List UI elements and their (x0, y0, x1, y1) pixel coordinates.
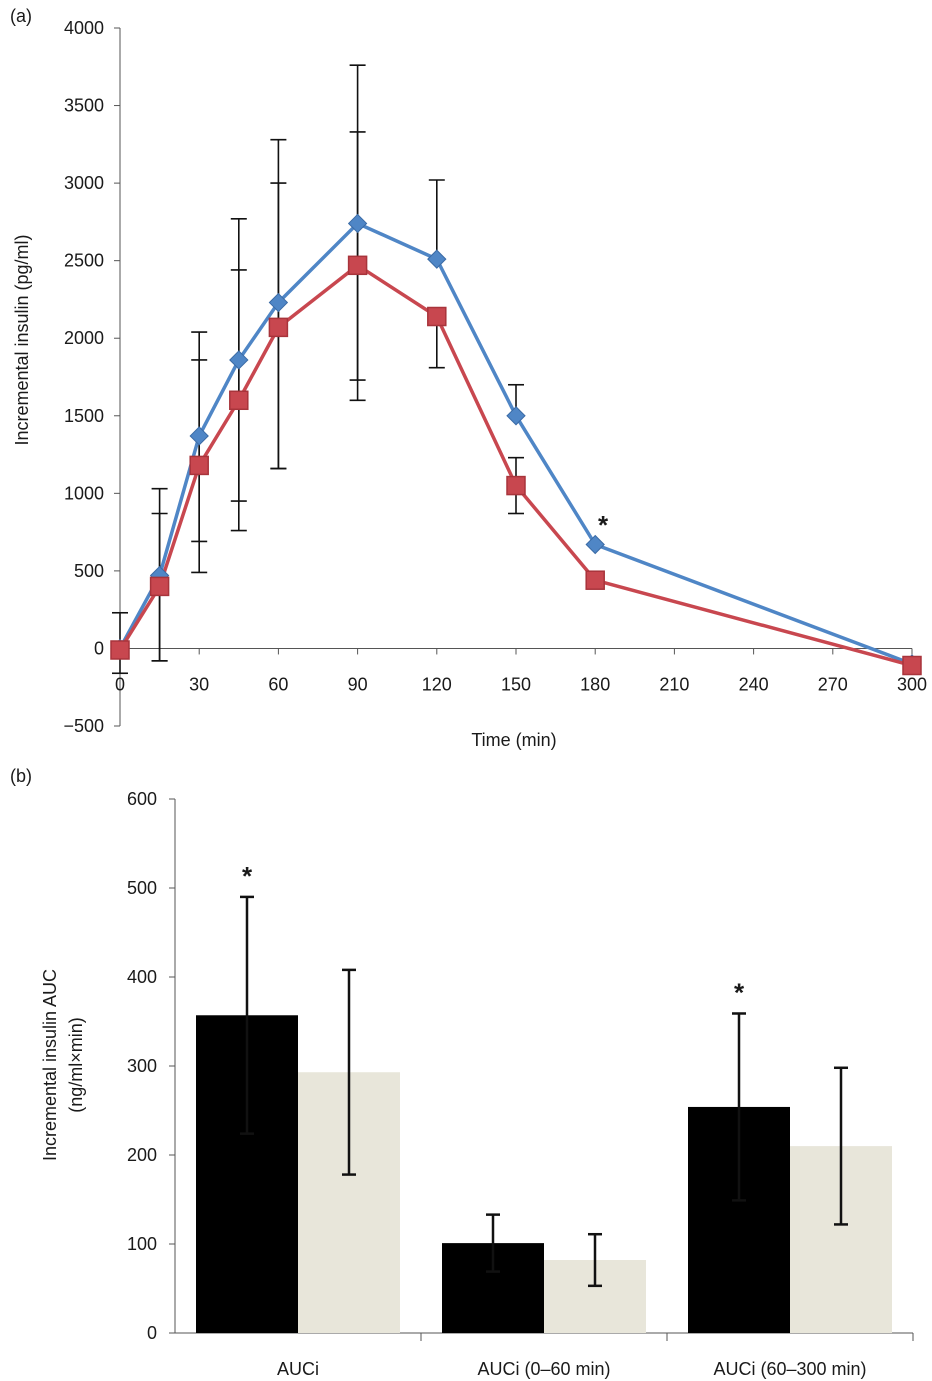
series-1-point (229, 350, 249, 370)
series-2-point (189, 455, 209, 476)
panel-a-y-tick-label: 1000 (64, 483, 104, 503)
series-2-point (229, 390, 249, 411)
series-1-point (268, 292, 289, 313)
panel-b-y-tick-label: 100 (127, 1234, 157, 1254)
panel-a-y-tick-label: 0 (94, 638, 104, 658)
panel-b-y-tick-label: 200 (127, 1145, 157, 1165)
panel-a-y-tick-label: 1500 (64, 406, 104, 426)
panel-a-x-tick-label: 150 (501, 674, 531, 694)
series-1-point (189, 426, 209, 446)
panel-b-y-tick-label: 0 (147, 1323, 157, 1343)
series-2-point (347, 255, 368, 276)
series-1-point (427, 249, 447, 269)
panel-b-annotations: ** (242, 861, 745, 1008)
significance-marker: * (242, 861, 253, 891)
panel-b-y-tick-label: 400 (127, 967, 157, 987)
bar-chart-panel-b: (b) Incremental insulin AUC (ng/ml×min) … (10, 766, 914, 1379)
line-chart-panel-a: (a) Incremental insulin (pg/ml) Time (mi… (10, 6, 927, 750)
series-1-point (506, 406, 526, 426)
panel-b-x-tick-label: AUCi (60–300 min) (713, 1359, 866, 1379)
panel-a-annotations: * (598, 510, 609, 540)
series-2-point (268, 317, 289, 338)
panel-b-bars (196, 1015, 892, 1333)
panel-b-y-axis-title: Incremental insulin AUC (40, 969, 60, 1161)
series-2-point (506, 475, 526, 496)
panel-a-x-tick-label: 210 (659, 674, 689, 694)
panel-a-y-tick-label: 3500 (64, 96, 104, 116)
series-2-line (118, 263, 913, 668)
panel-a-markers (110, 213, 922, 676)
panel-a-y-tick-label: 3000 (64, 173, 104, 193)
panel-b-y-tick-label: 500 (127, 878, 157, 898)
panel-a-x-tick-label: 90 (348, 674, 368, 694)
panel-b-error-bars (240, 895, 848, 1288)
panel-a-x-tick-label: 30 (189, 674, 209, 694)
series-1-line (118, 221, 913, 666)
panel-a-y-tick-label: 4000 (64, 18, 104, 38)
panel-b-x-tick-label: AUCi (0–60 min) (477, 1359, 610, 1379)
panel-b-y-tick-label: 300 (127, 1056, 157, 1076)
panel-a-x-tick-label: 120 (422, 674, 452, 694)
series-1-point (347, 213, 368, 234)
panel-b-label: (b) (10, 766, 32, 786)
panel-a-y-axis-title: Incremental insulin (pg/ml) (12, 234, 32, 445)
series-2-point (427, 306, 447, 327)
series-2-point (585, 570, 605, 590)
panel-b-x-tick-label: AUCi (277, 1359, 319, 1379)
panel-a-y-tick-label: 2500 (64, 251, 104, 271)
series-1-point (585, 534, 605, 555)
series-2-point (902, 655, 922, 676)
panel-b-y-tick-label: 600 (127, 789, 157, 809)
panel-a-x-tick-label: 300 (897, 674, 927, 694)
significance-marker: * (598, 510, 609, 540)
panel-a-x-tick-label: 60 (268, 674, 288, 694)
panel-a-x-tick-label: 270 (818, 674, 848, 694)
panel-a-x-tick-label: 0 (115, 674, 125, 694)
panel-a-series-lines (118, 221, 913, 668)
series-2-point (110, 640, 130, 660)
panel-a-y-tick-label: 2000 (64, 328, 104, 348)
panel-a-x-tick-label: 240 (739, 674, 769, 694)
panel-a-label: (a) (10, 6, 32, 26)
panel-a-x-tick-label: 180 (580, 674, 610, 694)
panel-a-y-tick-label: 500 (74, 561, 104, 581)
significance-marker: * (734, 977, 745, 1007)
panel-a-y-tick-label: −500 (63, 716, 104, 736)
panel-b-y-axis-subtitle: (ng/ml×min) (66, 1017, 86, 1113)
panel-a-x-axis-title: Time (min) (471, 730, 556, 750)
panel-a-axes: −500 0 500 1000 1500 2000 2500 3000 3500 4000 0 30 6… (63, 18, 927, 736)
series-2-point (149, 576, 170, 597)
